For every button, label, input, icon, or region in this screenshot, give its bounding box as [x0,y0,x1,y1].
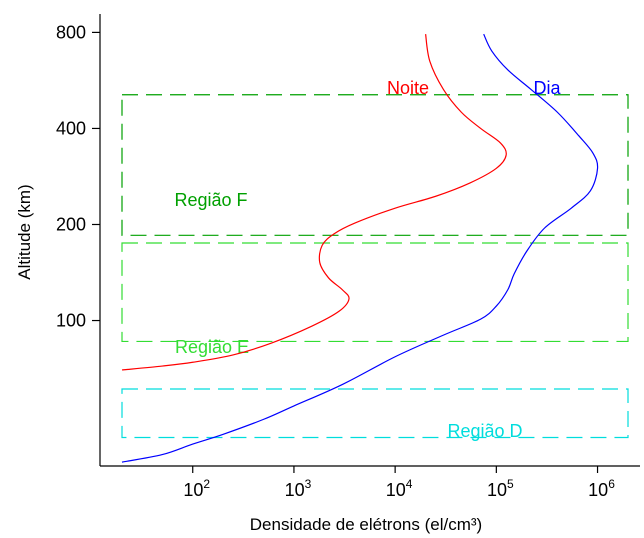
region-label-2: Região E [175,337,249,357]
series-layer: Noite Dia [121,33,599,463]
y-axis-title: Altitude (km) [15,184,34,279]
series-line-noite [121,34,507,371]
x-ticks: 102 103 104 105 106 [183,466,615,500]
axes [99,14,640,467]
region-box-1 [121,94,629,236]
region-label-1: Região F [174,190,247,210]
y-ticks: 100 200 400 800 [56,22,100,331]
regions-layer: Região F Região E Região D [121,94,629,441]
y-tick-label: 100 [56,311,86,331]
x-axis-title: Densidade de elétrons (el/cm³) [250,515,482,534]
y-tick-label: 400 [56,118,86,138]
series-line-dia [121,33,599,463]
y-tick-label: 800 [56,22,86,42]
series-label-noite: Noite [387,78,429,98]
region-box-2 [121,242,629,343]
region-label-3: Região D [447,421,522,441]
x-tick-label: 106 [588,477,615,500]
x-tick-label: 103 [285,477,312,500]
region-box-3 [121,388,629,439]
series-label-dia: Dia [533,78,561,98]
x-tick-label: 102 [183,477,210,500]
x-tick-label: 105 [487,477,514,500]
y-tick-label: 200 [56,214,86,234]
x-tick-label: 104 [386,477,413,500]
